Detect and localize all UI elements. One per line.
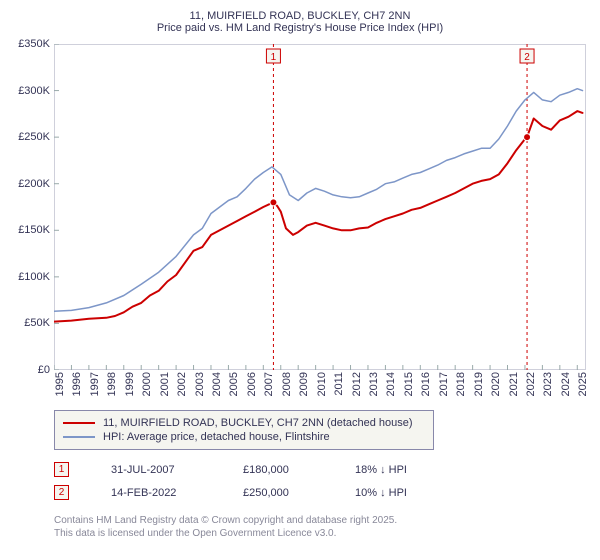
x-axis-label: 2022 xyxy=(525,372,537,396)
x-axis-label: 2012 xyxy=(351,372,363,396)
x-axis-label: 2004 xyxy=(211,372,223,396)
sale-price: £180,000 xyxy=(243,464,313,476)
x-axis-label: 1996 xyxy=(71,372,83,396)
legend-label: HPI: Average price, detached house, Flin… xyxy=(103,431,330,443)
sale-price: £250,000 xyxy=(243,487,313,499)
x-axis-label: 2019 xyxy=(473,372,485,396)
sale-row: 2 14-FEB-2022 £250,000 10% ↓ HPI xyxy=(54,481,586,504)
x-axis-label: 2000 xyxy=(141,372,153,396)
x-axis-label: 2005 xyxy=(228,372,240,396)
legend-swatch xyxy=(63,422,95,424)
legend-label: 11, MUIRFIELD ROAD, BUCKLEY, CH7 2NN (de… xyxy=(103,417,413,429)
x-axis-label: 2013 xyxy=(368,372,380,396)
x-axis-label: 2001 xyxy=(159,372,171,396)
sales-table: 1 31-JUL-2007 £180,000 18% ↓ HPI 2 14-FEB-202… xyxy=(54,458,586,504)
title-line-2: Price paid vs. HM Land Registry's House … xyxy=(14,22,586,34)
chart-area: £0£50K£100K£150K£200K£250K£300K£350K 12 … xyxy=(14,44,586,404)
x-axis-label: 2015 xyxy=(403,372,415,396)
x-axis-label: 1998 xyxy=(106,372,118,396)
x-axis-label: 2016 xyxy=(420,372,432,396)
sale-date: 31-JUL-2007 xyxy=(111,464,201,476)
legend: 11, MUIRFIELD ROAD, BUCKLEY, CH7 2NN (de… xyxy=(54,410,434,450)
footer-line-1: Contains HM Land Registry data © Crown c… xyxy=(54,514,586,527)
legend-row: 11, MUIRFIELD ROAD, BUCKLEY, CH7 2NN (de… xyxy=(63,416,425,430)
title-line-1: 11, MUIRFIELD ROAD, BUCKLEY, CH7 2NN xyxy=(14,10,586,22)
x-axis-label: 2014 xyxy=(385,372,397,396)
x-axis-label: 2007 xyxy=(263,372,275,396)
y-axis-label: £300K xyxy=(18,85,50,97)
y-axis-label: £250K xyxy=(18,131,50,143)
footer-line-2: This data is licensed under the Open Gov… xyxy=(54,527,586,540)
x-axis: 1995 1996 1997 1998 1999 2000 2001 2002 2003 2004… xyxy=(54,370,586,404)
sale-diff: 10% ↓ HPI xyxy=(355,487,445,499)
x-axis-label: 1995 xyxy=(54,372,66,396)
x-axis-label: 2003 xyxy=(194,372,206,396)
x-axis-label: 2002 xyxy=(176,372,188,396)
sale-marker: 1 xyxy=(54,462,69,477)
chart-title: 11, MUIRFIELD ROAD, BUCKLEY, CH7 2NN Pri… xyxy=(14,10,586,34)
y-axis: £0£50K£100K£150K£200K£250K£300K£350K xyxy=(14,44,54,370)
x-axis-label: 2006 xyxy=(246,372,258,396)
sale-row: 1 31-JUL-2007 £180,000 18% ↓ HPI xyxy=(54,458,586,481)
plot-svg: 12 xyxy=(54,44,586,370)
svg-text:1: 1 xyxy=(271,52,277,63)
x-axis-label: 2008 xyxy=(281,372,293,396)
x-axis-label: 2021 xyxy=(508,372,520,396)
plot-region: 12 xyxy=(54,44,586,370)
y-axis-label: £150K xyxy=(18,224,50,236)
x-axis-label: 2010 xyxy=(316,372,328,396)
x-axis-label: 2009 xyxy=(298,372,310,396)
svg-text:2: 2 xyxy=(524,52,530,63)
x-axis-label: 2024 xyxy=(560,372,572,396)
sale-diff: 18% ↓ HPI xyxy=(355,464,445,476)
x-axis-label: 1997 xyxy=(89,372,101,396)
y-axis-label: £50K xyxy=(24,317,50,329)
x-axis-label: 2020 xyxy=(490,372,502,396)
sale-marker: 2 xyxy=(54,485,69,500)
x-axis-label: 2023 xyxy=(542,372,554,396)
x-axis-label: 2025 xyxy=(577,372,589,396)
x-axis-label: 1999 xyxy=(124,372,136,396)
y-axis-label: £0 xyxy=(38,364,50,376)
x-axis-label: 2011 xyxy=(333,372,345,396)
y-axis-label: £200K xyxy=(18,178,50,190)
footer-attribution: Contains HM Land Registry data © Crown c… xyxy=(54,514,586,540)
legend-swatch xyxy=(63,436,95,438)
y-axis-label: £350K xyxy=(18,38,50,50)
legend-row: HPI: Average price, detached house, Flin… xyxy=(63,430,425,444)
x-axis-label: 2018 xyxy=(455,372,467,396)
y-axis-label: £100K xyxy=(18,271,50,283)
sale-date: 14-FEB-2022 xyxy=(111,487,201,499)
x-axis-label: 2017 xyxy=(438,372,450,396)
